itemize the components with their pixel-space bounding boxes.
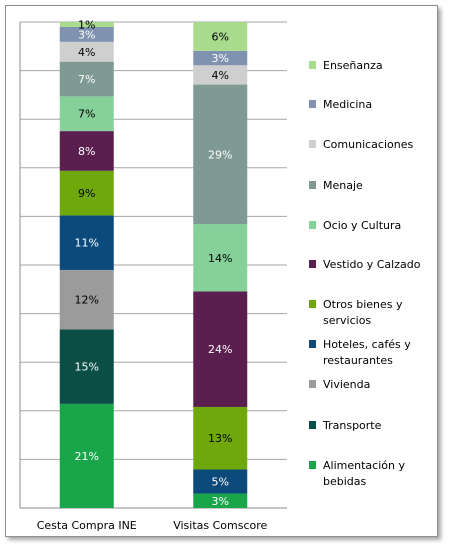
data-label: 8% <box>78 145 95 158</box>
legend-swatch-transporte <box>309 421 316 429</box>
bar-segment-vestido-y-calzado <box>193 291 248 407</box>
legend-swatch-medicina <box>309 100 316 108</box>
bar-segment-otros-bienes-y-servicios <box>59 170 114 216</box>
data-label: 1% <box>78 18 95 31</box>
legend-label-otros-bienes-y-servicios: servicios <box>323 314 371 327</box>
bar-segment-alimentacion-y-bebidas <box>59 403 114 508</box>
bar-segment-ocio-y-cultura <box>59 96 114 132</box>
bar-segment-menaje <box>193 84 248 225</box>
data-label: 14% <box>208 252 232 265</box>
x-tick-label: Cesta Compra INE <box>37 519 137 532</box>
bar-segment-ensenanza <box>59 22 114 27</box>
data-label: 4% <box>78 46 95 59</box>
bar-segment-vestido-y-calzado <box>59 131 114 171</box>
data-label: 29% <box>208 148 232 161</box>
bar-segment-hoteles-cafes-y-restaurantes <box>59 215 114 270</box>
legend-label-comunicaciones: Comunicaciones <box>323 138 413 151</box>
data-label: 3% <box>212 52 229 65</box>
data-label: 15% <box>75 361 99 374</box>
legend-swatch-alimentacion-y-bebidas <box>309 461 316 469</box>
legend-label-hoteles-cafes-y-restaurantes: Hoteles, cafés y <box>323 338 411 351</box>
x-tick-label: Visitas Comscore <box>173 519 267 532</box>
data-label: 13% <box>208 432 232 445</box>
bar-segment-alimentacion-y-bebidas <box>193 493 248 508</box>
legend-swatch-comunicaciones <box>309 140 316 148</box>
data-label: 12% <box>75 294 99 307</box>
data-label: 3% <box>78 28 95 41</box>
data-label: 9% <box>78 187 95 200</box>
bar-segment-vivienda <box>59 269 114 330</box>
data-label: 3% <box>212 495 229 508</box>
legend-swatch-ensenanza <box>309 61 316 69</box>
bar-segment-hoteles-cafes-y-restaurantes <box>193 469 248 494</box>
bar-segment-ensenanza <box>193 22 248 51</box>
legend-label-otros-bienes-y-servicios: Otros bienes y <box>323 298 403 311</box>
bar-segment-medicina <box>193 50 248 66</box>
legend-label-ensenanza: Enseñanza <box>323 59 383 72</box>
legend-label-vivienda: Vivienda <box>323 378 370 391</box>
bar-segment-comunicaciones <box>193 65 248 85</box>
data-label: 21% <box>75 450 99 463</box>
bar-segment-otros-bienes-y-servicios <box>193 406 248 470</box>
data-label: 7% <box>78 73 95 86</box>
legend-swatch-ocio-y-cultura <box>309 221 316 229</box>
legend-label-ocio-y-cultura: Ocio y Cultura <box>323 219 401 232</box>
legend-label-transporte: Transporte <box>322 419 382 432</box>
bar-segment-transporte <box>59 329 114 404</box>
data-label: 6% <box>212 30 229 43</box>
bar-segment-medicina <box>59 26 114 42</box>
legend-swatch-vivienda <box>309 380 316 388</box>
data-label: 4% <box>212 69 229 82</box>
legend-swatch-hoteles-cafes-y-restaurantes <box>309 340 316 348</box>
legend-swatch-vestido-y-calzado <box>309 260 316 268</box>
data-label: 7% <box>78 108 95 121</box>
data-label: 24% <box>208 343 232 356</box>
bar-segment-menaje <box>59 61 114 97</box>
bar-segment-ocio-y-cultura <box>193 224 248 292</box>
legend-label-alimentacion-y-bebidas: Alimentación y <box>323 459 405 472</box>
legend-label-medicina: Medicina <box>323 98 372 111</box>
bar-segment-comunicaciones <box>59 41 114 62</box>
legend-label-menaje: Menaje <box>323 179 363 192</box>
legend-label-alimentacion-y-bebidas: bebidas <box>323 475 367 488</box>
legend-label-hoteles-cafes-y-restaurantes: restaurantes <box>323 354 393 367</box>
legend-label-vestido-y-calzado: Vestido y Calzado <box>323 258 421 271</box>
data-label: 5% <box>212 476 229 489</box>
data-label: 11% <box>75 237 99 250</box>
legend-swatch-menaje <box>309 181 316 189</box>
legend-swatch-otros-bienes-y-servicios <box>309 300 316 308</box>
